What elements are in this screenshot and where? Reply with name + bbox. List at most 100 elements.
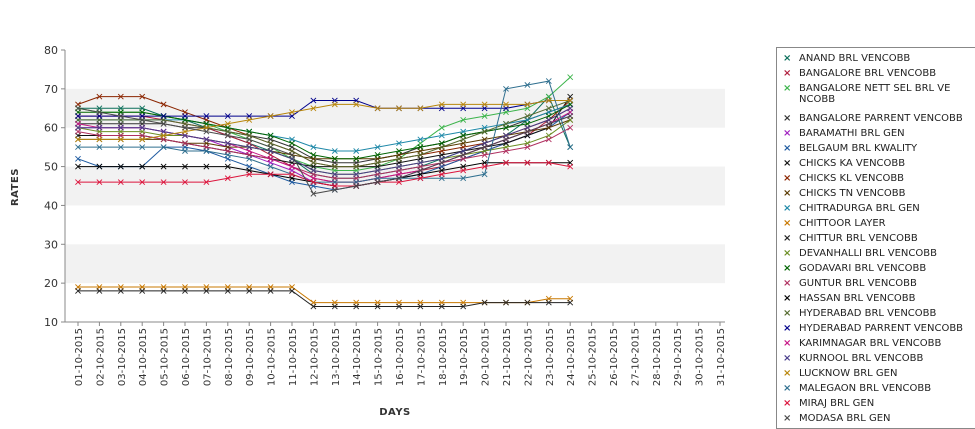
- data-point: [331, 163, 338, 170]
- data-point: [182, 148, 188, 154]
- data-point: [374, 144, 381, 151]
- legend-marker-icon: ×: [783, 353, 792, 364]
- legend-item: × CHITRADURGA BRL GEN: [783, 203, 975, 215]
- legend-label: CHICKS KL VENCOBB: [799, 173, 905, 184]
- data-point: [182, 287, 188, 294]
- legend-marker-icon: ×: [783, 173, 792, 184]
- data-point: [396, 105, 402, 112]
- legend-item: × HYDERABAD BRL VENCOBB: [783, 308, 975, 320]
- plot-area: [64, 50, 725, 323]
- data-point: [75, 113, 81, 119]
- data-point: [160, 163, 167, 170]
- data-point: [160, 101, 167, 108]
- y-axis-title: RATES: [10, 168, 21, 206]
- data-point: [203, 163, 210, 170]
- data-point: [203, 136, 210, 143]
- series-line: [78, 100, 571, 168]
- data-point: [417, 151, 424, 158]
- data-point: [182, 140, 188, 147]
- data-point: [117, 163, 124, 170]
- data-point: [524, 159, 531, 166]
- data-point: [438, 171, 445, 178]
- x-tick-label: 17-10-2015: [416, 328, 427, 386]
- legend-label: BELGAUM BRL KWALITY: [799, 143, 918, 154]
- data-point: [160, 287, 167, 294]
- data-point: [224, 132, 231, 139]
- data-point: [545, 299, 552, 306]
- legend-item: × BANGALORE BRL VENCOBB: [783, 68, 975, 80]
- data-point: [203, 128, 210, 135]
- data-point: [160, 132, 167, 139]
- series-line: [78, 100, 571, 140]
- data-point: [503, 299, 509, 306]
- data-point: [96, 93, 103, 100]
- data-point: [310, 179, 317, 186]
- y-tick-label: 80: [44, 44, 58, 57]
- x-tick-label: 22-10-2015: [523, 328, 534, 386]
- x-tick-label: 28-10-2015: [652, 328, 663, 386]
- x-tick-label: 25-10-2015: [588, 328, 599, 386]
- data-point: [224, 151, 231, 158]
- data-point: [374, 159, 381, 166]
- data-point: [374, 167, 381, 174]
- data-point: [160, 144, 167, 151]
- legend-label: MODASA BRL GEN: [799, 413, 891, 424]
- legend-marker-icon: ×: [783, 278, 792, 289]
- legend-item: × HYDERABAD PARRENT VENCOBB: [783, 323, 975, 335]
- data-point: [524, 82, 531, 88]
- data-point: [374, 105, 381, 112]
- x-tick-label: 16-10-2015: [395, 328, 406, 386]
- legend-item: × BELGAUM BRL KWALITY: [783, 143, 975, 155]
- data-point: [481, 113, 488, 119]
- data-point: [96, 163, 103, 170]
- grid-band: [65, 166, 725, 206]
- y-tick-label: 20: [44, 277, 58, 290]
- legend-item: × KURNOOL BRL VENCOBB: [783, 353, 975, 365]
- data-point: [75, 155, 81, 162]
- data-point: [374, 303, 381, 310]
- legend-marker-icon: ×: [783, 383, 792, 394]
- data-point: [139, 163, 146, 170]
- data-point: [524, 299, 531, 306]
- data-point: [438, 124, 445, 131]
- data-point: [75, 144, 81, 151]
- series-line: [77, 111, 571, 191]
- data-point: [374, 151, 381, 158]
- data-point: [503, 101, 509, 108]
- legend-marker-icon: ×: [783, 308, 792, 319]
- data-point: [182, 124, 188, 131]
- data-point: [267, 171, 274, 178]
- legend-item: × GUNTUR BRL VENCOBB: [783, 278, 975, 290]
- data-point: [160, 113, 167, 119]
- x-tick-label: 24-10-2015: [566, 328, 577, 386]
- data-point: [460, 151, 467, 158]
- data-point: [331, 155, 338, 162]
- y-tick-label: 60: [44, 122, 58, 135]
- legend-label: GUNTUR BRL VENCOBB: [799, 278, 917, 289]
- legend-label: KURNOOL BRL VENCOBB: [799, 353, 924, 364]
- data-point: [396, 163, 402, 170]
- data-point: [267, 113, 274, 119]
- data-point: [310, 144, 317, 151]
- legend-item: × MIRAJ BRL GEN: [783, 398, 975, 410]
- data-point: [567, 163, 574, 170]
- data-point: [182, 163, 188, 170]
- legend-marker-icon: ×: [783, 128, 792, 139]
- data-point: [417, 175, 424, 182]
- legend-label: MALEGAON BRL VENCOBB: [799, 383, 932, 394]
- data-point: [117, 179, 124, 186]
- legend-label: HYDERABAD BRL VENCOBB: [799, 308, 937, 319]
- x-tick-label: 20-10-2015: [481, 328, 492, 386]
- data-point: [438, 132, 445, 139]
- legend-label: CHITTUR BRL VENCOBB: [799, 233, 918, 244]
- data-point: [481, 151, 488, 158]
- data-point: [331, 148, 338, 154]
- data-point: [246, 117, 253, 123]
- data-point: [96, 124, 103, 131]
- data-point: [481, 144, 488, 151]
- x-tick-label: 26-10-2015: [609, 328, 620, 386]
- legend-label: DEVANHALLI BRL VENCOBB: [799, 248, 937, 259]
- legend-item: × BANGALORE NETT SEL BRL VE NCOBB: [783, 83, 975, 105]
- legend-label: MIRAJ BRL GEN: [799, 398, 875, 409]
- series-markers: [75, 74, 574, 310]
